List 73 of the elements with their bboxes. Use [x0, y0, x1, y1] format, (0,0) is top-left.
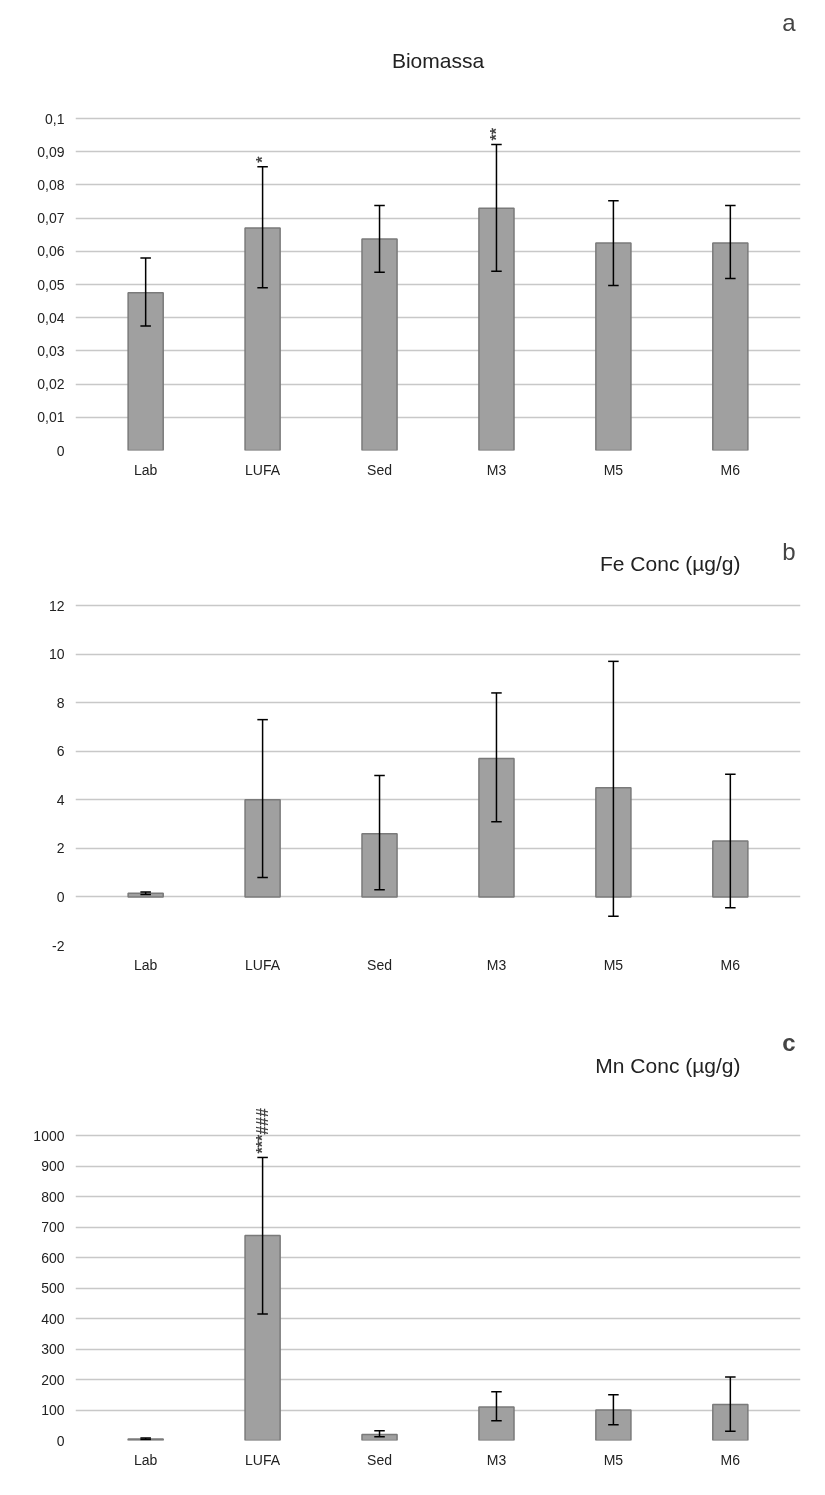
y-tick-label: 300	[41, 1341, 65, 1357]
y-tick-label: 8	[56, 694, 65, 711]
y-tick-label: 0,09	[37, 143, 65, 160]
y-tick-label: 0,1	[45, 110, 65, 127]
x-tick-label: M5	[603, 956, 624, 973]
bar	[712, 840, 749, 898]
y-tick-label: 900	[41, 1158, 65, 1174]
chart-title: Biomassa	[391, 49, 485, 72]
y-tick-label: 0,02	[37, 376, 65, 393]
text: b	[782, 537, 796, 565]
bar	[127, 292, 164, 451]
y-tick-label: 2	[56, 840, 65, 857]
x-tick-label: Lab	[133, 956, 158, 973]
y-tick-label: 0,04	[37, 309, 65, 326]
y-tick-label: 500	[41, 1280, 65, 1296]
bar	[478, 207, 515, 451]
x-tick-label: Sed	[367, 1451, 392, 1468]
x-tick-label: Sed	[367, 956, 392, 973]
x-tick-label: Lab	[133, 461, 158, 478]
y-tick-label: 200	[41, 1371, 65, 1388]
y-tick-label: 0	[56, 442, 65, 459]
bar	[244, 1234, 281, 1441]
x-tick-label: Lab	[133, 1451, 158, 1468]
y-tick-label: 4	[56, 791, 65, 808]
y-tick-label: 400	[41, 1310, 65, 1327]
text: c	[782, 1028, 796, 1056]
x-tick-label: M6	[720, 956, 741, 973]
text: a	[782, 8, 797, 36]
x-tick-label: M5	[603, 461, 624, 478]
y-tick-label: 800	[41, 1188, 65, 1205]
annotation: ***###	[254, 1107, 272, 1154]
y-tick-label: 0	[56, 888, 65, 905]
x-tick-label: LUFA	[245, 461, 281, 478]
bar	[595, 786, 632, 898]
y-tick-label: 1000	[33, 1127, 65, 1144]
bar	[127, 892, 164, 898]
y-tick-label: 0,05	[37, 276, 65, 293]
y-tick-label: 600	[41, 1249, 65, 1266]
y-tick-label: 0,01	[37, 409, 65, 426]
x-tick-label: LUFA	[245, 1451, 281, 1468]
x-tick-label: M5	[603, 1451, 624, 1468]
bar	[244, 227, 281, 451]
bar	[595, 242, 632, 451]
y-tick-label: 0	[56, 1432, 65, 1449]
y-tick-label: 0,07	[37, 210, 65, 227]
bar	[478, 757, 515, 898]
bar	[361, 238, 398, 451]
bar	[712, 1403, 749, 1441]
y-tick-label: 0,06	[37, 243, 65, 260]
annotation: *	[254, 155, 272, 163]
x-tick-label: LUFA	[245, 956, 281, 973]
y-tick-label: 100	[41, 1402, 65, 1418]
bar	[712, 242, 749, 451]
x-tick-label: Sed	[367, 461, 392, 478]
chart-title: Mn Conc (µg/g)	[595, 1054, 741, 1077]
bar	[361, 833, 398, 898]
x-tick-label: M3	[486, 461, 507, 478]
bar	[244, 799, 281, 898]
y-tick-label: 700	[41, 1219, 65, 1235]
y-tick-label: 12	[48, 597, 65, 614]
chart-title: Fe Conc (µg/g)	[600, 552, 741, 575]
x-tick-label: M6	[720, 1451, 741, 1468]
annotation: **	[487, 127, 505, 141]
y-tick-label: 0,03	[37, 342, 65, 359]
y-tick-label: 10	[48, 646, 65, 663]
bar	[478, 1406, 515, 1441]
y-tick-label: 6	[56, 743, 65, 760]
x-tick-label: M6	[720, 461, 741, 478]
y-tick-label: -2	[52, 937, 65, 954]
x-tick-label: M3	[486, 1451, 507, 1468]
bar	[595, 1409, 632, 1441]
x-tick-label: M3	[486, 956, 507, 973]
y-tick-label: 0,08	[37, 176, 65, 193]
